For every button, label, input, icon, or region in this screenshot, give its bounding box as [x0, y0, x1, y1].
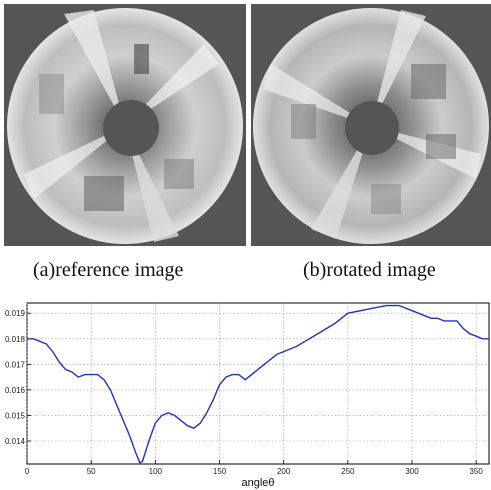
x-tick-label: 100: [149, 467, 163, 476]
caption-rotated-image: (b)rotated image: [303, 259, 436, 281]
series-line: [27, 304, 489, 464]
x-tick-label: 350: [469, 467, 483, 476]
y-tick-label: 0.017: [5, 360, 26, 369]
reference-image: [4, 4, 246, 246]
y-tick-label: 0.014: [5, 437, 26, 446]
y-tick-label: 0.015: [5, 411, 26, 420]
y-tick-label: 0.016: [5, 386, 26, 395]
x-tick-label: 150: [213, 467, 227, 476]
x-axis-label: angleθ: [241, 477, 274, 489]
y-tick-label: 0.019: [5, 309, 26, 318]
x-tick-label: 50: [87, 467, 96, 476]
y-tick-label: 0.018: [5, 335, 26, 344]
rotated-image: [251, 4, 491, 246]
x-tick-label: 0: [25, 467, 30, 476]
plot-area: [26, 302, 490, 465]
x-tick-label: 300: [405, 467, 419, 476]
angle-line-chart: 0 50 100 150 200 250 300 350 0.014 0.015 0.016 0.01…: [5, 302, 490, 489]
x-tick-label: 200: [277, 467, 291, 476]
caption-reference-image: (a)reference image: [33, 259, 184, 281]
x-tick-label: 250: [341, 467, 355, 476]
